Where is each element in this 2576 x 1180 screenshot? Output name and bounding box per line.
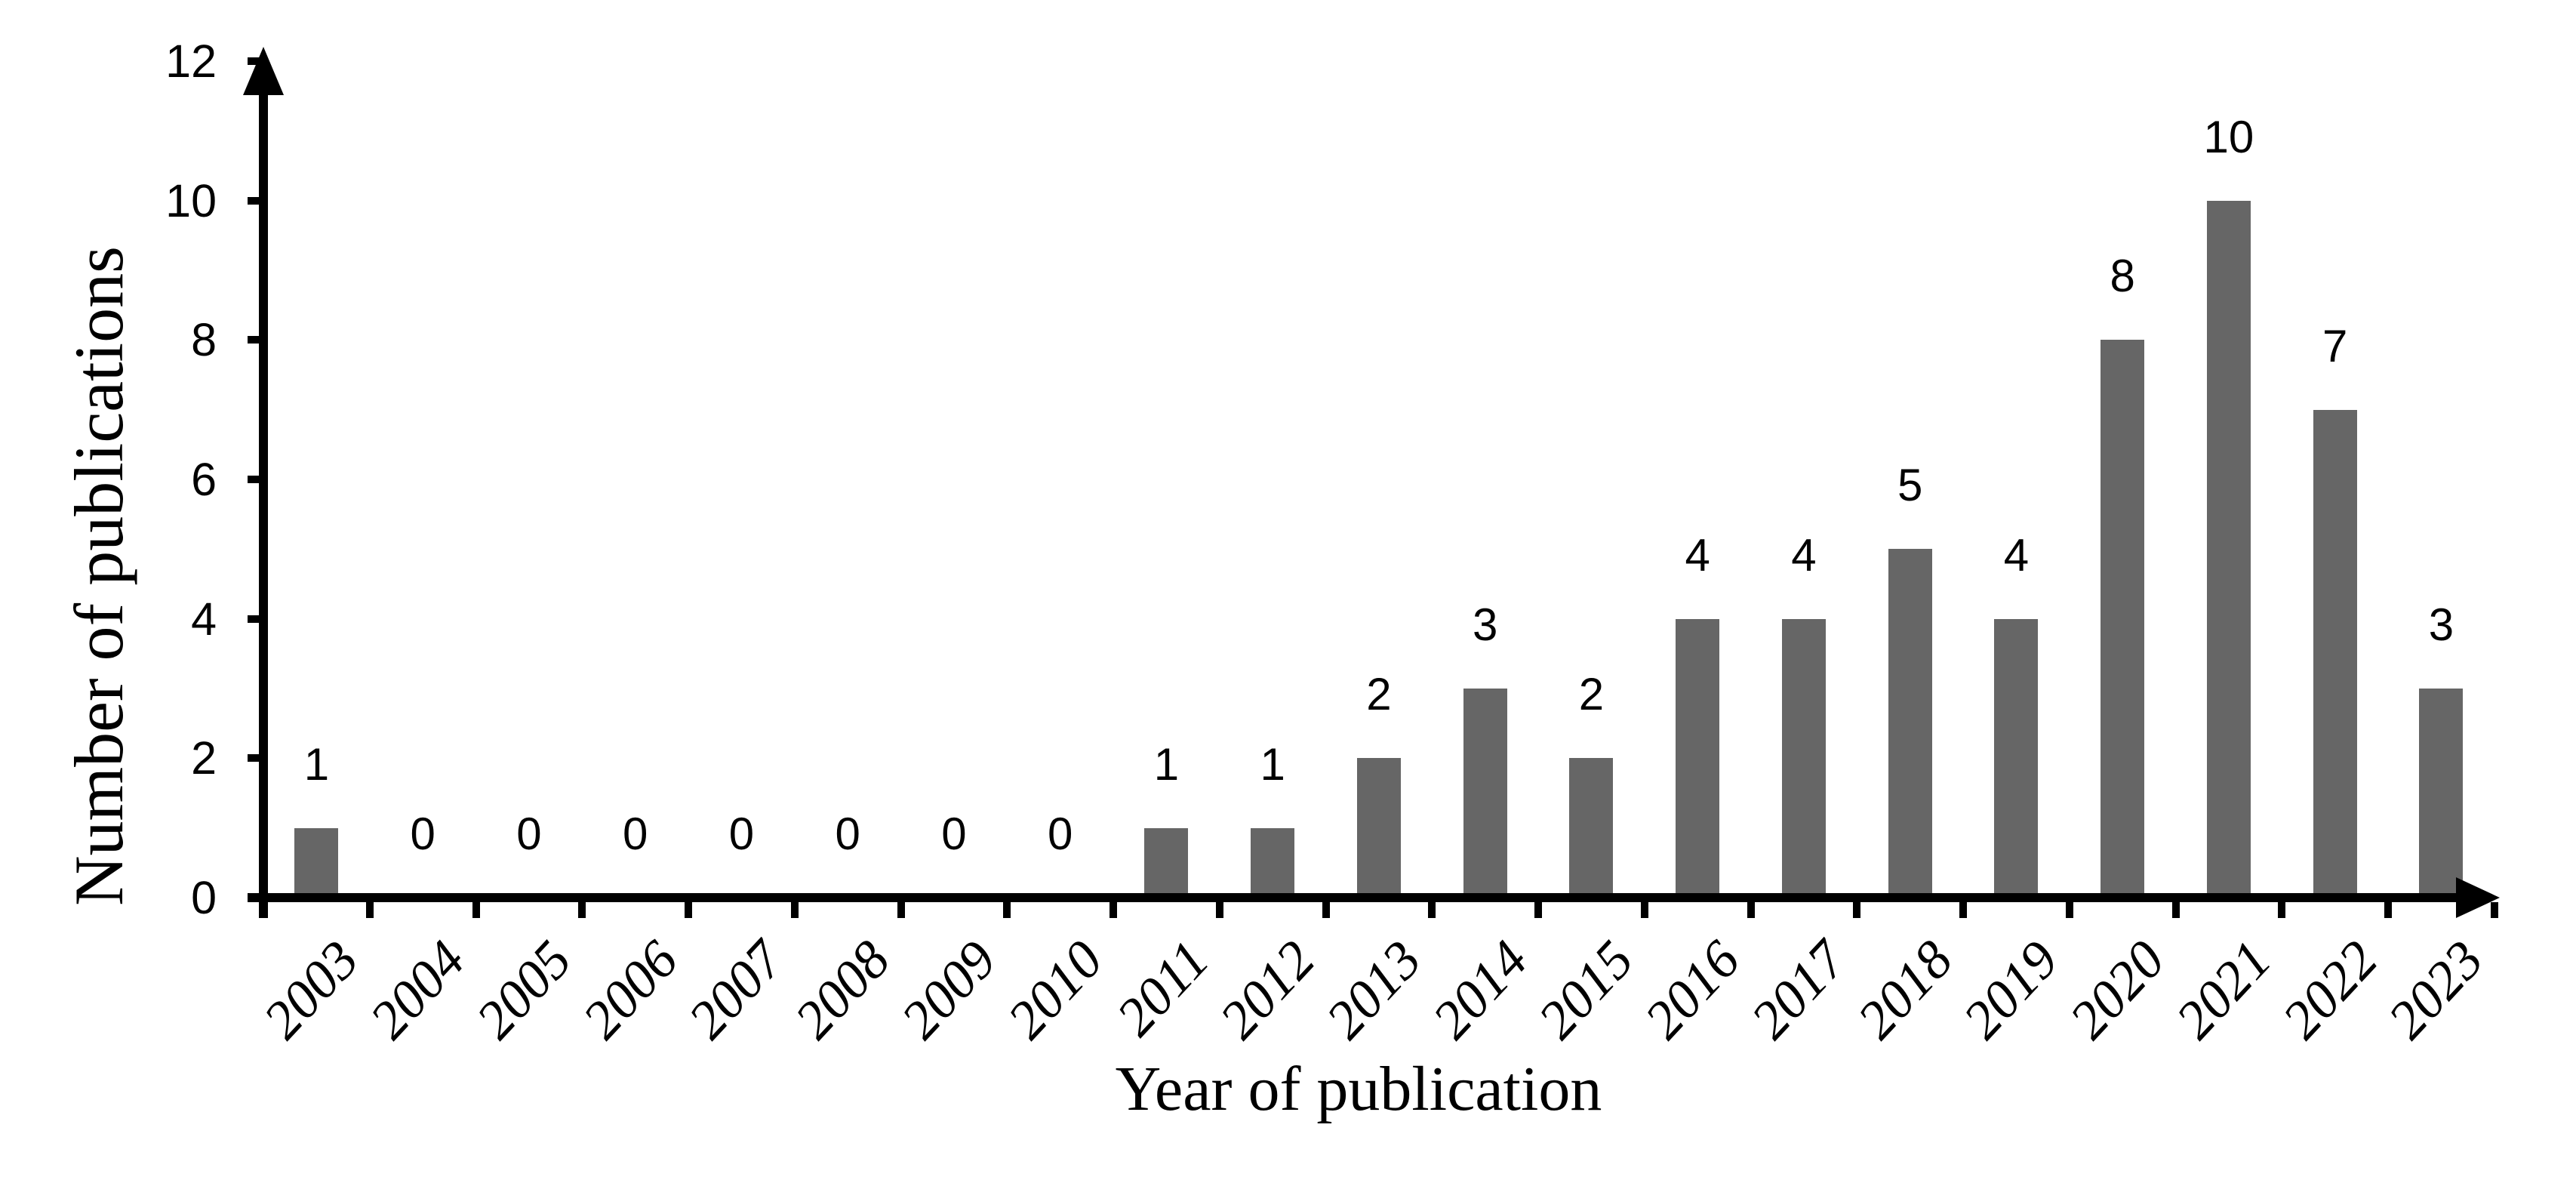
x-category-label: 2008 (783, 929, 902, 1050)
bar-value-label: 4 (1685, 529, 1710, 581)
y-tick-label: 4 (191, 593, 217, 645)
x-category-label: 2011 (1104, 929, 1220, 1047)
bar-value-label: 1 (303, 738, 330, 790)
bar (2419, 689, 2464, 893)
y-tick-label: 2 (191, 732, 217, 784)
bar-value-label: 5 (1897, 460, 1923, 511)
bar-value-label: 0 (1047, 809, 1073, 859)
x-axis-tick (2278, 902, 2286, 918)
bar-value-label: 1 (1153, 738, 1180, 790)
x-category-label: 2019 (1951, 929, 2070, 1050)
bar (1888, 549, 1932, 893)
bar-value-label: 0 (941, 809, 967, 859)
x-category-label: 2015 (1526, 929, 1645, 1050)
bar (1569, 758, 1614, 893)
x-axis-tick (1959, 902, 1967, 918)
x-axis-title: Year of publication (1115, 1054, 1602, 1124)
y-tick-label: 0 (191, 872, 217, 923)
bar-value-label: 0 (622, 809, 648, 859)
bar-value-label: 2 (1578, 669, 1605, 720)
x-axis-tick (685, 902, 692, 918)
y-axis-title: Number of publications (60, 246, 137, 906)
y-tick-label: 6 (191, 454, 217, 506)
x-axis-tick (578, 902, 586, 918)
bar (1781, 618, 1826, 893)
x-axis-tick (1747, 902, 1755, 918)
bar (1463, 689, 1507, 893)
bar-value-label: 2 (1366, 669, 1392, 720)
x-category-label: 2016 (1633, 929, 1752, 1050)
x-axis-arrowhead-icon (2456, 877, 2500, 918)
x-category-label: 2017 (1739, 929, 1858, 1050)
x-category-label: 2018 (1845, 929, 1964, 1050)
bar-value-label: 0 (728, 809, 755, 859)
bar (2313, 409, 2357, 893)
bar-value-label: 0 (835, 809, 860, 859)
x-category-label: 2009 (889, 929, 1008, 1050)
bar-value-label: 0 (410, 809, 435, 859)
bar-value-label: 7 (2322, 320, 2348, 371)
bar-value-label: 4 (1791, 529, 1817, 581)
bar (1144, 827, 1189, 893)
y-axis-line (259, 79, 268, 918)
x-axis-tick (1853, 902, 1861, 918)
x-category-label: 2003 (251, 929, 371, 1050)
x-axis-tick (790, 902, 799, 918)
x-axis-tick (2171, 902, 2180, 918)
x-category-label: 2020 (2057, 929, 2177, 1050)
y-axis-tick (248, 196, 263, 205)
y-tick-label: 12 (165, 35, 217, 88)
x-axis-tick (1428, 902, 1436, 918)
bar-value-label: 3 (2428, 599, 2454, 650)
x-category-label: 2012 (1208, 929, 1327, 1050)
y-axis-tick (248, 476, 263, 484)
x-axis-tick (1215, 902, 1223, 918)
bar-value-label: 4 (2003, 529, 2030, 581)
bar (1251, 827, 1295, 893)
bar (294, 827, 339, 893)
x-axis-tick (1640, 902, 1648, 918)
y-tick-label: 8 (191, 314, 217, 366)
x-axis-tick (2384, 902, 2392, 918)
x-axis-tick (1109, 902, 1117, 918)
x-axis-line (248, 893, 2458, 902)
x-category-label: 2010 (996, 929, 1114, 1050)
x-axis-tick (1534, 902, 1542, 918)
x-category-label: 2022 (2270, 929, 2389, 1050)
x-category-label: 2006 (571, 929, 689, 1050)
bar-value-label: 10 (2203, 111, 2254, 162)
y-tick-label: 10 (165, 174, 217, 226)
x-category-label: 2005 (464, 929, 583, 1050)
y-axis-tick (248, 336, 263, 344)
bar-value-label: 8 (2110, 251, 2135, 302)
x-axis-tick (365, 902, 374, 918)
x-category-label: 2007 (676, 929, 796, 1050)
x-axis-tick (1322, 902, 1330, 918)
x-category-label: 2023 (2376, 929, 2495, 1050)
bar (2101, 340, 2145, 893)
y-axis-arrowhead-icon (243, 47, 284, 95)
x-axis-tick (1003, 902, 1011, 918)
x-axis-tick (897, 902, 905, 918)
bar (2206, 200, 2251, 893)
bar (1676, 618, 1720, 893)
bar-value-label: 0 (516, 809, 542, 859)
bar (1356, 758, 1401, 893)
x-axis-tick (2065, 902, 2073, 918)
x-axis-tick (472, 902, 480, 918)
bar (1994, 618, 2039, 893)
x-category-label: 2004 (358, 929, 477, 1050)
bar-value-label: 1 (1260, 738, 1285, 790)
x-category-label: 2021 (2164, 929, 2283, 1050)
x-category-label: 2013 (1314, 929, 1433, 1050)
y-axis-tick (248, 615, 263, 623)
y-axis-tick (248, 754, 263, 763)
bar-value-label: 3 (1472, 599, 1498, 650)
x-category-label: 2014 (1420, 929, 1539, 1050)
